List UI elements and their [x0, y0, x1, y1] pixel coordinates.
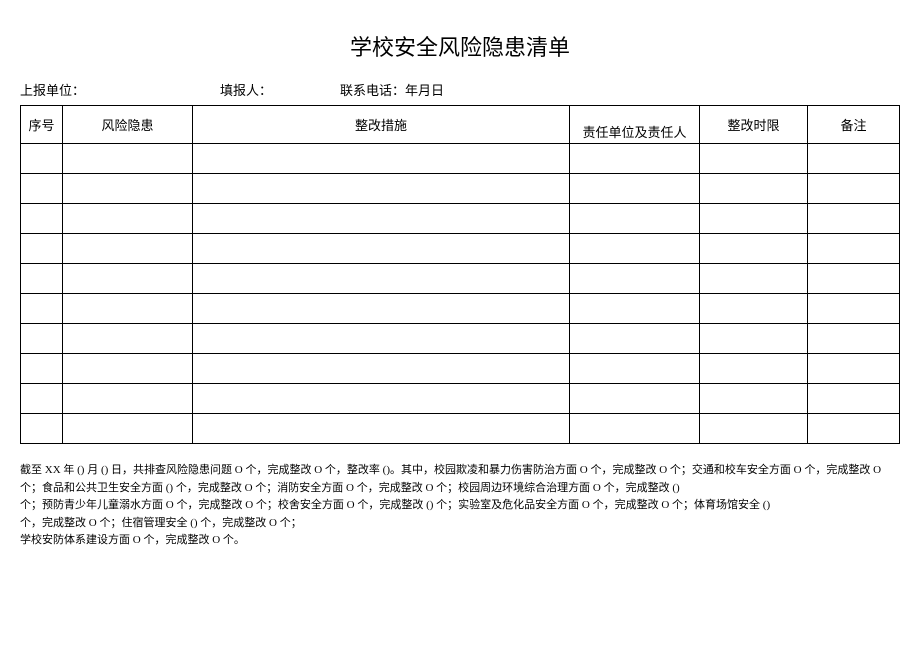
table-cell [570, 354, 700, 384]
table-cell [21, 174, 63, 204]
table-cell [700, 234, 808, 264]
footer-line: 截至 XX 年 () 月 () 日，共排查风险隐患问题 O 个，完成整改 O 个… [20, 462, 900, 480]
reporter-field: 填报人： [220, 80, 340, 99]
table-cell [570, 324, 700, 354]
phone-label: 联系电话： [340, 83, 405, 98]
table-cell [570, 204, 700, 234]
footer-line: 个；预防青少年儿童溺水方面 O 个，完成整改 O 个；校舍安全方面 O 个，完成… [20, 497, 900, 515]
col-header-deadline: 整改时限 [700, 106, 808, 144]
table-cell [808, 384, 900, 414]
table-cell [700, 264, 808, 294]
unit-field: 上报单位： [20, 80, 220, 99]
col-header-seq: 序号 [21, 106, 63, 144]
table-row [21, 264, 900, 294]
table-cell [193, 174, 570, 204]
table-cell [570, 174, 700, 204]
table-cell [193, 384, 570, 414]
table-cell [808, 354, 900, 384]
table-cell [21, 414, 63, 444]
footer-line: 个；食品和公共卫生安全方面 () 个，完成整改 O 个；消防安全方面 O 个，完… [20, 480, 900, 498]
table-body [21, 144, 900, 444]
table-cell [570, 384, 700, 414]
table-cell [700, 384, 808, 414]
table-cell [21, 384, 63, 414]
table-cell [700, 174, 808, 204]
phone-value: 年月日 [405, 83, 444, 98]
footer-line: 学校安防体系建设方面 O 个，完成整改 O 个。 [20, 532, 900, 550]
col-header-measure: 整改措施 [193, 106, 570, 144]
phone-field: 联系电话：年月日 [340, 80, 444, 99]
table-row [21, 414, 900, 444]
footer-text: 截至 XX 年 () 月 () 日，共排查风险隐患问题 O 个，完成整改 O 个… [20, 462, 900, 550]
table-cell [21, 264, 63, 294]
table-cell [63, 294, 193, 324]
table-cell [808, 294, 900, 324]
table-cell [700, 294, 808, 324]
table-cell [63, 324, 193, 354]
table-row [21, 144, 900, 174]
table-cell [808, 234, 900, 264]
table-cell [700, 204, 808, 234]
table-cell [21, 324, 63, 354]
table-cell [63, 234, 193, 264]
table-cell [808, 324, 900, 354]
col-header-owner: 责任单位及责任人 [570, 106, 700, 144]
table-cell [63, 414, 193, 444]
table-row [21, 384, 900, 414]
table-cell [700, 354, 808, 384]
table-cell [193, 324, 570, 354]
table-cell [193, 294, 570, 324]
page-title: 学校安全风险隐患清单 [20, 30, 900, 62]
table-cell [700, 324, 808, 354]
table-cell [193, 204, 570, 234]
table-row [21, 204, 900, 234]
table-cell [63, 174, 193, 204]
table-cell [63, 144, 193, 174]
table-row [21, 234, 900, 264]
table-cell [700, 144, 808, 174]
col-header-note: 备注 [808, 106, 900, 144]
table-cell [570, 264, 700, 294]
header-line: 上报单位： 填报人： 联系电话：年月日 [20, 80, 900, 99]
table-cell [808, 174, 900, 204]
table-row [21, 294, 900, 324]
table-cell [700, 414, 808, 444]
table-cell [21, 294, 63, 324]
table-cell [808, 414, 900, 444]
table-cell [63, 354, 193, 384]
table-cell [570, 414, 700, 444]
col-header-risk: 风险隐患 [63, 106, 193, 144]
table-cell [808, 264, 900, 294]
risk-table: 序号 风险隐患 整改措施 责任单位及责任人 整改时限 备注 [20, 105, 900, 444]
table-header-row: 序号 风险隐患 整改措施 责任单位及责任人 整改时限 备注 [21, 106, 900, 144]
table-cell [63, 384, 193, 414]
table-row [21, 324, 900, 354]
table-cell [21, 144, 63, 174]
table-cell [570, 144, 700, 174]
table-cell [21, 234, 63, 264]
table-cell [808, 204, 900, 234]
table-cell [808, 144, 900, 174]
table-cell [193, 144, 570, 174]
table-row [21, 174, 900, 204]
table-cell [193, 264, 570, 294]
table-cell [63, 204, 193, 234]
table-cell [570, 294, 700, 324]
table-row [21, 354, 900, 384]
table-cell [63, 264, 193, 294]
table-cell [193, 354, 570, 384]
table-cell [570, 234, 700, 264]
table-cell [21, 204, 63, 234]
table-cell [21, 354, 63, 384]
unit-label: 上报单位： [20, 83, 85, 98]
table-cell [193, 414, 570, 444]
reporter-label: 填报人： [220, 83, 272, 98]
table-cell [193, 234, 570, 264]
footer-line: 个，完成整改 O 个；住宿管理安全 () 个，完成整改 O 个； [20, 515, 900, 533]
